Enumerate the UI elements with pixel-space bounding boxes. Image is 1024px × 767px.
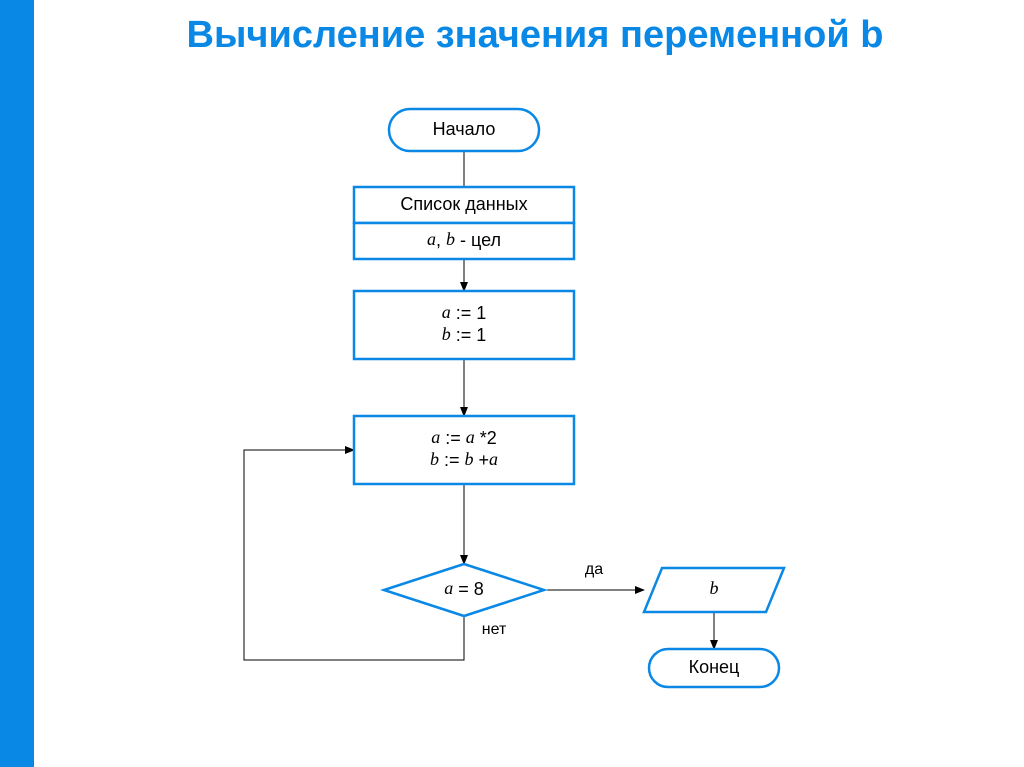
node-label: b := 1 — [442, 324, 487, 345]
edge-label: да — [585, 561, 603, 578]
node-label: a, b - цел — [427, 229, 501, 250]
node-label: a := 1 — [442, 302, 487, 323]
node-label: a = 8 — [444, 578, 484, 599]
node-label: Начало — [433, 119, 496, 139]
node-label: b — [710, 578, 719, 598]
node-label: b := b +a — [430, 449, 498, 470]
edge-label: нет — [482, 621, 507, 638]
page-title: Вычисление значения переменной b — [70, 14, 1000, 57]
node-label: Список данных — [400, 194, 527, 214]
node-label: Конец — [689, 657, 740, 677]
node-label: a := a *2 — [431, 427, 497, 448]
flowchart-svg: да нет Начало Список данных a, b - цел a := 1… — [34, 80, 1024, 767]
left-sidebar — [0, 0, 34, 767]
